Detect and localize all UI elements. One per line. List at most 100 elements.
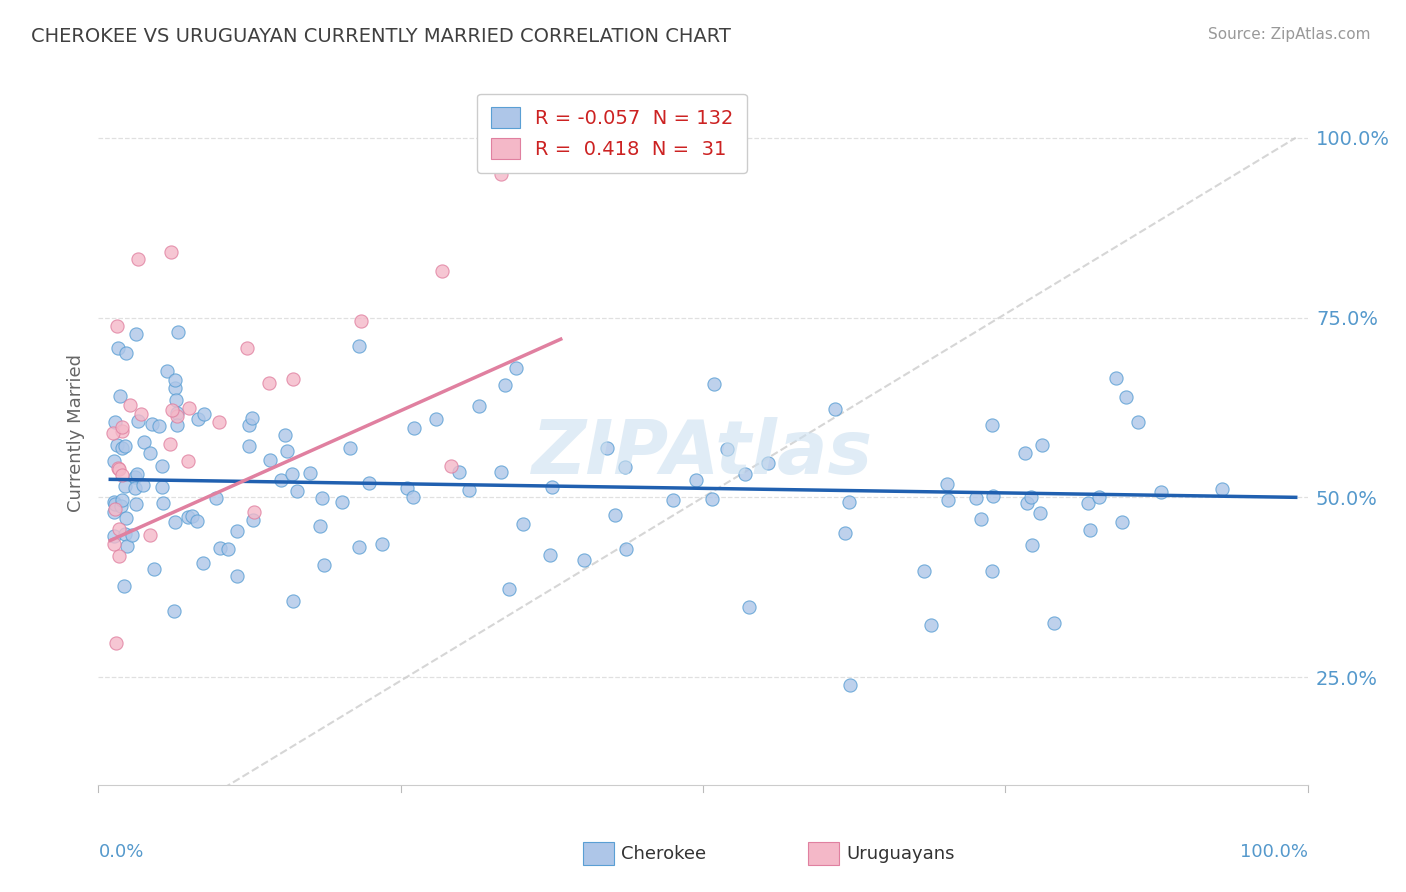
Point [118,398,141,412]
Point [208,415,231,429]
Point [108,389,131,403]
Point [129,407,152,421]
Text: Uruguayans: Uruguayans [846,845,955,863]
Point [124,470,146,484]
Point [236,341,259,355]
Point [107,460,129,475]
Point [512,516,534,531]
Point [104,636,127,650]
Point [107,462,129,476]
Point [1015,496,1038,510]
Point [125,326,148,341]
Point [458,483,481,498]
Point [447,465,470,479]
Point [467,400,489,414]
Point [217,542,239,557]
Point [498,582,520,597]
Point [276,444,298,458]
Point [105,319,128,334]
Point [1014,446,1036,460]
Point [238,417,260,432]
Point [349,540,371,554]
Point [125,497,148,511]
Point [838,494,860,508]
Point [402,490,425,504]
Point [596,442,619,456]
Point [936,493,959,508]
Point [965,491,987,505]
Point [166,325,188,339]
Point [226,568,249,582]
Point [162,402,184,417]
Point [142,562,165,576]
Point [1080,523,1102,537]
Point [114,479,136,493]
Point [208,541,231,556]
Point [107,341,129,355]
Point [105,438,128,452]
Point [179,401,201,416]
Point [103,537,125,551]
Point [756,456,779,470]
Point [103,529,125,543]
Point [111,493,134,508]
Point [238,439,260,453]
Point [163,604,186,618]
Point [108,549,131,563]
Point [357,476,380,491]
Point [350,314,373,328]
Point [716,442,738,456]
Point [166,417,188,432]
Point [139,445,162,459]
Point [165,381,187,395]
Point [148,419,170,434]
Point [489,168,512,182]
Point [283,593,305,607]
Point [425,412,447,426]
Point [538,548,561,562]
Point [614,541,637,556]
Point [311,491,333,506]
Point [165,392,187,407]
Point [834,526,856,541]
Point [824,401,846,416]
Point [734,467,756,481]
Point [114,439,136,453]
Point [936,476,959,491]
Point [114,526,136,541]
Point [339,442,361,456]
Text: 100.0%: 100.0% [1240,843,1308,861]
Point [205,491,228,505]
Point [1211,482,1233,496]
Point [603,508,626,523]
Point [159,437,181,451]
Point [127,252,149,267]
Point [111,419,134,434]
Point [111,467,134,482]
Point [1021,538,1043,552]
Point [155,364,177,378]
Point [141,417,163,431]
Point [838,677,860,691]
Point [226,524,249,538]
Point [152,459,174,474]
Point [981,564,1004,578]
Point [270,473,292,487]
Point [101,426,124,441]
Point [191,556,214,570]
Point [395,481,418,495]
Point [111,442,134,456]
Point [1126,415,1149,429]
Point [309,518,332,533]
Point [614,459,637,474]
Point [124,481,146,495]
Point [273,428,295,442]
Point [298,467,321,481]
Point [166,409,188,423]
Point [1019,491,1042,505]
Point [242,505,264,519]
Point [1150,484,1173,499]
Y-axis label: Currently Married: Currently Married [67,353,86,512]
Point [117,539,139,553]
Point [165,516,187,530]
